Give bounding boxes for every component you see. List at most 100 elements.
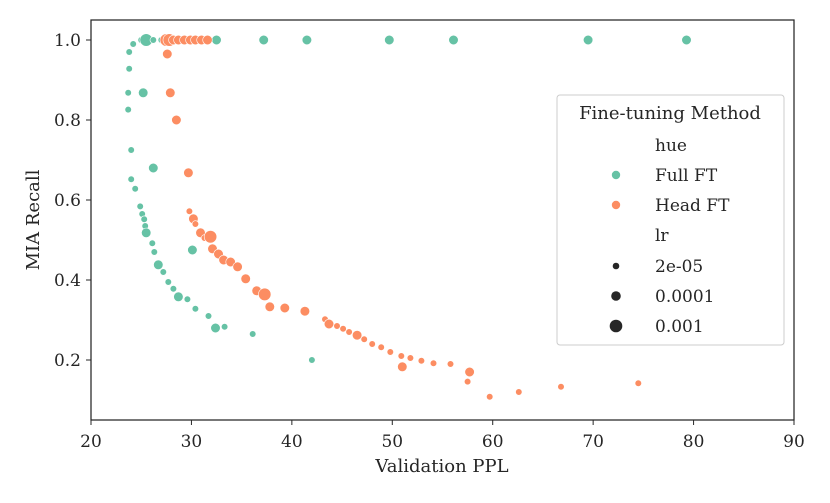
point-head-ft-10	[165, 87, 176, 98]
x-tick-label: 60	[482, 432, 504, 452]
y-tick-label: 0.4	[54, 271, 81, 291]
point-head-ft-28	[279, 302, 290, 314]
point-head-ft-40	[397, 352, 405, 360]
point-head-ft-22	[225, 256, 236, 268]
point-head-ft-36	[360, 335, 368, 343]
legend-title: Fine-tuning Method	[579, 103, 761, 124]
y-tick-label: 0.2	[54, 351, 81, 371]
x-tick-label: 90	[783, 432, 805, 452]
point-full-ft-33	[183, 295, 191, 303]
point-full-ft-1	[129, 40, 137, 48]
point-full-ft-16	[124, 105, 132, 114]
point-head-ft-23	[232, 261, 243, 272]
x-axis-label: Validation PPL	[374, 456, 508, 477]
point-head-ft-47	[464, 378, 472, 386]
point-full-ft-15	[138, 87, 149, 98]
point-head-ft-46	[464, 366, 475, 378]
point-head-ft-8	[202, 34, 213, 46]
point-full-ft-31	[169, 285, 177, 293]
point-head-ft-37	[368, 340, 376, 348]
x-tick-label: 30	[181, 432, 203, 452]
point-full-ft-27	[150, 248, 158, 256]
point-head-ft-27	[264, 301, 275, 312]
point-full-ft-28	[153, 259, 164, 270]
x-tick-label: 50	[381, 432, 403, 452]
data-points	[124, 33, 692, 401]
point-full-ft-26	[148, 239, 156, 247]
point-full-ft-38	[221, 323, 229, 331]
legend-label-head-ft: Head FT	[655, 196, 730, 216]
point-full-ft-7	[258, 34, 269, 46]
point-head-ft-34	[345, 328, 353, 336]
point-head-ft-24	[240, 273, 251, 284]
point-head-ft-50	[557, 383, 565, 391]
point-full-ft-21	[136, 202, 144, 210]
point-head-ft-51	[634, 379, 642, 387]
point-full-ft-36	[204, 312, 213, 320]
legend-size-marker-medium	[611, 291, 621, 301]
point-head-ft-35	[352, 330, 363, 341]
point-head-ft-44	[446, 360, 455, 368]
point-head-ft-42	[417, 357, 426, 365]
x-tick-label: 20	[80, 432, 102, 452]
point-head-ft-43	[429, 359, 438, 367]
point-head-ft-9	[162, 48, 173, 60]
x-tick-label: 40	[281, 432, 303, 452]
y-tick-label: 0.8	[54, 111, 81, 131]
y-tick-label: 0.6	[54, 191, 81, 211]
x-tick-label: 80	[683, 432, 705, 452]
point-head-ft-32	[333, 322, 341, 330]
legend: Fine-tuning Method hue Full FT Head FT l…	[556, 94, 785, 346]
point-full-ft-34	[191, 305, 199, 313]
legend-marker-full-ft	[611, 170, 621, 180]
point-full-ft-20	[131, 185, 139, 193]
legend-size-label-large: 0.001	[655, 317, 704, 337]
point-full-ft-10	[448, 34, 459, 46]
point-full-ft-4	[149, 36, 157, 44]
point-full-ft-13	[125, 65, 133, 73]
point-head-ft-29	[299, 306, 311, 317]
legend-size-marker-small	[612, 262, 620, 270]
point-full-ft-39	[249, 330, 257, 338]
point-head-ft-18	[203, 230, 218, 244]
point-head-ft-45	[397, 361, 408, 372]
point-full-ft-14	[124, 89, 132, 97]
point-full-ft-19	[127, 175, 135, 183]
point-head-ft-13	[185, 207, 193, 215]
y-axis: 0.2 0.4 0.6 0.8 1.0	[54, 31, 91, 371]
point-full-ft-12	[681, 34, 692, 46]
legend-hue-header: hue	[655, 136, 687, 156]
legend-marker-head-ft	[611, 200, 621, 210]
x-axis: 20 30 40 50 60 70 80 90	[80, 420, 805, 452]
point-full-ft-8	[301, 34, 313, 46]
point-head-ft-11	[171, 114, 182, 126]
point-head-ft-49	[515, 388, 523, 396]
point-full-ft-37	[210, 322, 221, 334]
point-head-ft-41	[406, 354, 415, 362]
legend-frame	[556, 94, 785, 346]
point-head-ft-38	[377, 343, 385, 351]
point-head-ft-48	[486, 393, 494, 401]
y-axis-label: MIA Recall	[23, 169, 44, 270]
point-full-ft-35	[187, 244, 198, 256]
x-tick-label: 70	[582, 432, 604, 452]
point-full-ft-11	[582, 34, 594, 46]
point-full-ft-29	[159, 268, 167, 276]
point-full-ft-32	[173, 291, 184, 302]
point-full-ft-30	[164, 278, 172, 286]
legend-size-label-small: 2e-05	[655, 257, 703, 277]
point-full-ft-9	[384, 34, 395, 46]
legend-size-marker-large	[609, 319, 623, 333]
point-head-ft-31	[323, 318, 335, 330]
point-head-ft-12	[183, 167, 194, 178]
point-head-ft-33	[339, 325, 347, 333]
point-full-ft-40	[308, 356, 316, 364]
plot-area-frame	[90, 19, 795, 421]
point-full-ft-23	[140, 215, 148, 223]
legend-label-full-ft: Full FT	[655, 166, 718, 186]
point-head-ft-15	[191, 220, 199, 228]
point-head-ft-26	[258, 287, 272, 302]
y-tick-label: 1.0	[54, 31, 81, 51]
legend-size-header: lr	[655, 226, 669, 246]
